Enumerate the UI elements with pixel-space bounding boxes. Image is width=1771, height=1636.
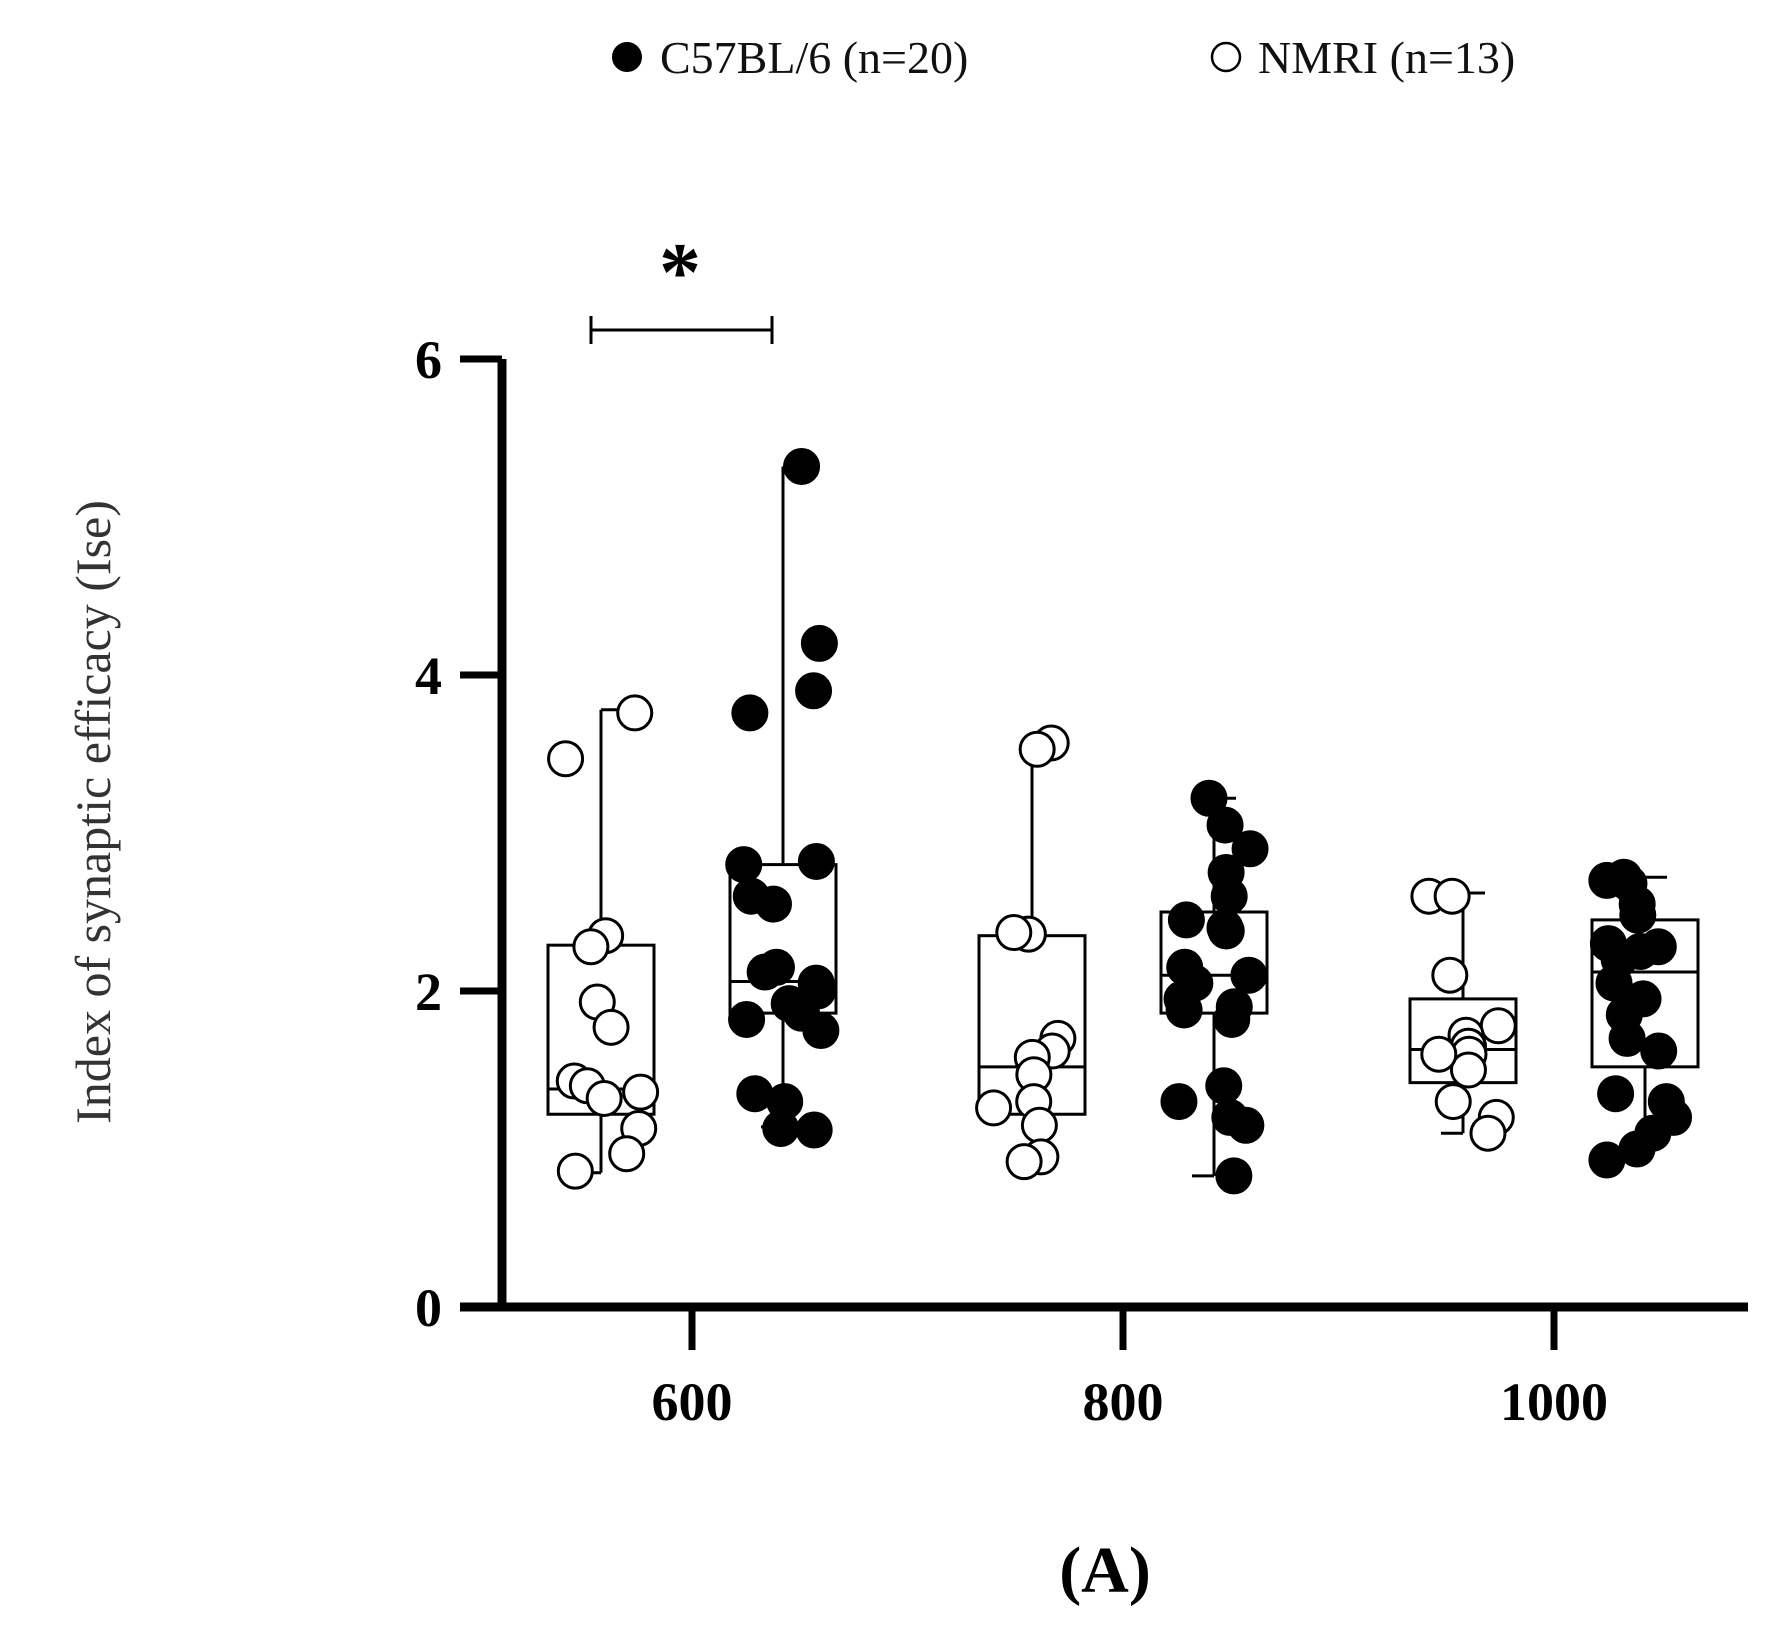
data-point xyxy=(1619,896,1657,934)
box-group xyxy=(546,694,660,1190)
data-point xyxy=(1227,1106,1265,1144)
data-point xyxy=(1469,1114,1507,1152)
data-point xyxy=(795,672,833,710)
x-tick-label: 600 xyxy=(652,1372,733,1432)
data-point xyxy=(616,694,654,732)
y-tick-label: 4 xyxy=(415,646,442,706)
box-group xyxy=(725,447,840,1149)
data-point xyxy=(1165,991,1203,1029)
legend-label-nmri: NMRI (n=13) xyxy=(1258,32,1515,83)
legend-marker-nmri xyxy=(1210,41,1242,73)
data-point xyxy=(1449,1051,1487,1089)
x-tick-label: 1000 xyxy=(1500,1372,1608,1432)
significance-annotation: * xyxy=(589,226,774,344)
data-point xyxy=(1018,730,1056,768)
y-axis-ticks: 0 2 4 6 xyxy=(415,330,502,1338)
box-group xyxy=(1588,858,1700,1179)
axes xyxy=(460,359,1748,1312)
data-point xyxy=(783,447,821,485)
data-point xyxy=(1231,830,1269,868)
data-point xyxy=(1433,877,1471,915)
data-point xyxy=(547,740,585,778)
significance-star: * xyxy=(659,226,701,319)
data-point xyxy=(608,1135,646,1173)
data-point xyxy=(762,1109,800,1147)
data-point xyxy=(1420,1035,1458,1073)
data-point xyxy=(1230,956,1268,994)
data-point xyxy=(556,1152,594,1190)
data-point xyxy=(731,694,769,732)
data-point xyxy=(995,914,1033,952)
data-point xyxy=(1588,1141,1626,1179)
y-tick-label: 0 xyxy=(415,1278,442,1338)
x-tick-label: 800 xyxy=(1083,1372,1164,1432)
data-point xyxy=(1431,956,1469,994)
data-point xyxy=(622,1073,660,1111)
data-point xyxy=(1005,1143,1043,1181)
x-axis-ticks: 600 800 1000 xyxy=(652,1307,1608,1432)
y-tick-label: 2 xyxy=(415,962,442,1022)
data-point xyxy=(585,1079,623,1117)
data-point xyxy=(1167,901,1205,939)
data-point xyxy=(1215,1157,1253,1195)
panel-label: (A) xyxy=(1059,1534,1151,1607)
legend-marker-c57bl6 xyxy=(612,42,642,72)
y-axis-title: Index of synaptic efficacy (Ise) xyxy=(65,500,121,1124)
box-plots xyxy=(546,447,1700,1195)
data-point xyxy=(725,846,763,884)
data-point xyxy=(1207,912,1245,950)
box-group xyxy=(975,724,1087,1181)
data-point xyxy=(795,1111,833,1149)
data-point xyxy=(1434,1083,1472,1121)
box-group xyxy=(1159,779,1269,1195)
data-point xyxy=(1205,1067,1243,1105)
data-point xyxy=(1160,1083,1198,1121)
data-point xyxy=(1640,1032,1678,1070)
data-point xyxy=(1608,1019,1646,1057)
data-point xyxy=(746,953,784,991)
data-point xyxy=(802,1012,840,1049)
data-point xyxy=(1479,1007,1517,1045)
data-point xyxy=(592,1008,630,1046)
data-point xyxy=(1020,1106,1058,1144)
data-point xyxy=(1206,806,1244,844)
data-point xyxy=(754,885,792,923)
data-point xyxy=(1213,1000,1251,1038)
data-point xyxy=(1597,1075,1635,1113)
legend-label-c57bl6: C57BL/6 (n=20) xyxy=(660,32,968,83)
data-point xyxy=(572,928,610,966)
data-point xyxy=(1210,877,1248,915)
box-group xyxy=(1408,877,1518,1152)
y-tick-label: 6 xyxy=(415,330,442,390)
legend: C57BL/6 (n=20) NMRI (n=13) xyxy=(612,32,1515,83)
data-point xyxy=(728,1000,766,1038)
data-point xyxy=(797,842,835,880)
data-point xyxy=(800,624,838,662)
data-point xyxy=(975,1089,1013,1127)
data-point xyxy=(1190,779,1228,817)
